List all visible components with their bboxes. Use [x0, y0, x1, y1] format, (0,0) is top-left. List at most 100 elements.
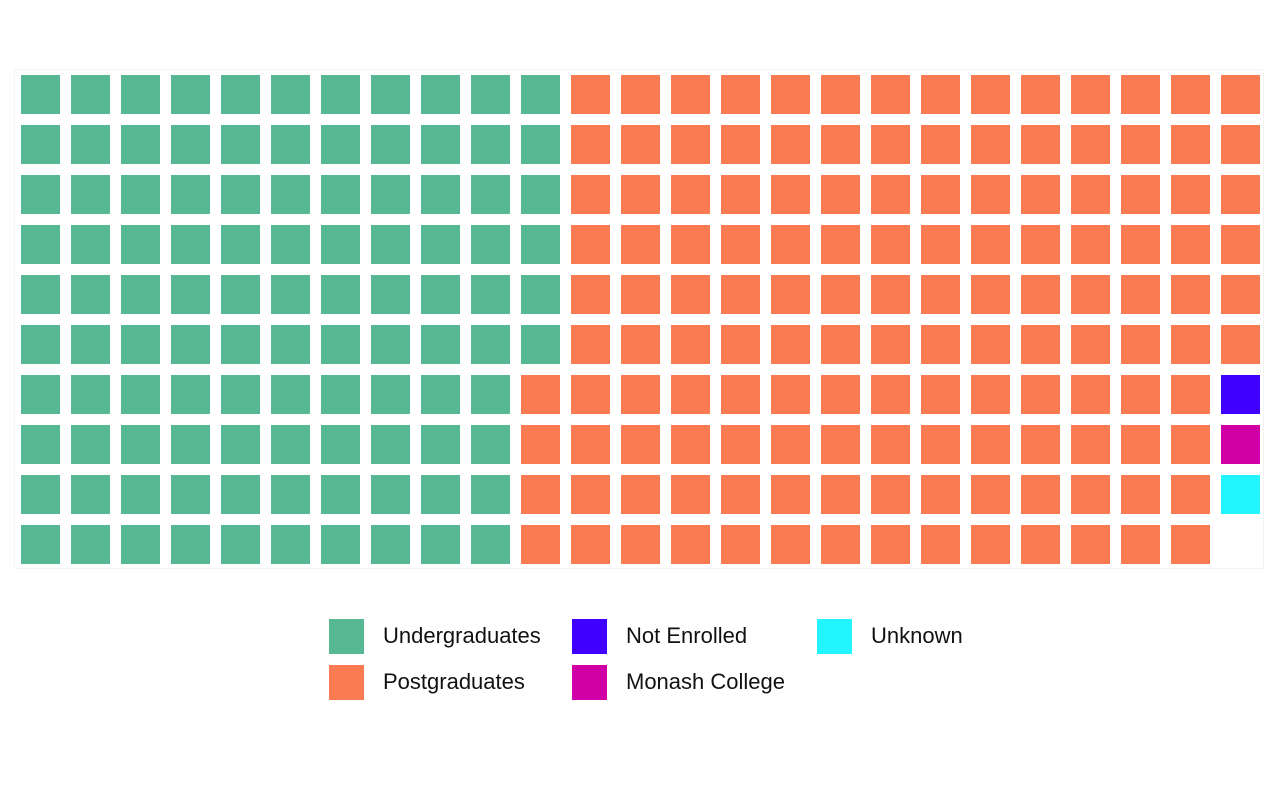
waffle-cell-postgraduates	[1071, 375, 1110, 414]
waffle-cell-undergraduates	[221, 125, 260, 164]
waffle-cell-postgraduates	[821, 125, 860, 164]
waffle-cell-undergraduates	[71, 325, 110, 364]
waffle-cell-undergraduates	[371, 125, 410, 164]
waffle-cell-undergraduates	[421, 275, 460, 314]
waffle-cell-undergraduates	[471, 75, 510, 114]
waffle-cell-postgraduates	[871, 75, 910, 114]
waffle-cell-undergraduates	[471, 175, 510, 214]
waffle-cell-postgraduates	[821, 525, 860, 564]
waffle-cell-postgraduates	[521, 425, 560, 464]
waffle-cell-undergraduates	[21, 375, 60, 414]
waffle-cell-undergraduates	[421, 225, 460, 264]
legend-swatch-monash-college	[572, 664, 607, 700]
waffle-cell-postgraduates	[771, 225, 810, 264]
waffle-cell-postgraduates	[621, 125, 660, 164]
waffle-cell-undergraduates	[71, 425, 110, 464]
waffle-cell-postgraduates	[871, 525, 910, 564]
waffle-cell-postgraduates	[921, 225, 960, 264]
waffle-cell-postgraduates	[671, 175, 710, 214]
waffle-cell-postgraduates	[1071, 425, 1110, 464]
waffle-cell-postgraduates	[1171, 275, 1210, 314]
waffle-cell-postgraduates	[521, 525, 560, 564]
waffle-cell-postgraduates	[1171, 175, 1210, 214]
waffle-cell-undergraduates	[371, 375, 410, 414]
waffle-cell-postgraduates	[1021, 525, 1060, 564]
waffle-cell-postgraduates	[671, 525, 710, 564]
waffle-cell-postgraduates	[571, 475, 610, 514]
waffle-cell-undergraduates	[321, 525, 360, 564]
waffle-cell-postgraduates	[621, 175, 660, 214]
waffle-cell-undergraduates	[371, 475, 410, 514]
waffle-cell-undergraduates	[221, 425, 260, 464]
waffle-cell-postgraduates	[671, 75, 710, 114]
waffle-cell-postgraduates	[621, 275, 660, 314]
waffle-cell-postgraduates	[1171, 525, 1210, 564]
waffle-cell-postgraduates	[1221, 125, 1260, 164]
waffle-cell-undergraduates	[21, 175, 60, 214]
waffle-cell-undergraduates	[521, 175, 560, 214]
waffle-cell-undergraduates	[221, 325, 260, 364]
waffle-cell-postgraduates	[671, 475, 710, 514]
waffle-cell-undergraduates	[171, 75, 210, 114]
waffle-cell-postgraduates	[571, 125, 610, 164]
waffle-cell-undergraduates	[471, 325, 510, 364]
waffle-cell-postgraduates	[921, 275, 960, 314]
waffle-cell-postgraduates	[971, 475, 1010, 514]
legend-label-monash-college: Monash College	[626, 669, 785, 694]
waffle-cell-postgraduates	[871, 275, 910, 314]
waffle-cell-undergraduates	[71, 375, 110, 414]
waffle-cell-undergraduates	[71, 275, 110, 314]
waffle-cell-postgraduates	[1121, 125, 1160, 164]
waffle-cell-undergraduates	[521, 125, 560, 164]
waffle-cell-undergraduates	[321, 425, 360, 464]
legend-item-postgraduates: Postgraduates	[329, 664, 525, 700]
waffle-cell-undergraduates	[21, 275, 60, 314]
waffle-cell-undergraduates	[271, 125, 310, 164]
waffle-cell-postgraduates	[871, 125, 910, 164]
waffle-cell-postgraduates	[821, 375, 860, 414]
waffle-cell-postgraduates	[621, 425, 660, 464]
waffle-grid	[21, 75, 1260, 564]
legend-swatch-not-enrolled	[572, 618, 607, 654]
waffle-cell-postgraduates	[571, 375, 610, 414]
waffle-cell-undergraduates	[421, 475, 460, 514]
waffle-cell-postgraduates	[571, 325, 610, 364]
waffle-cell-undergraduates	[471, 375, 510, 414]
waffle-cell-postgraduates	[921, 525, 960, 564]
waffle-cell-postgraduates	[671, 275, 710, 314]
waffle-cell-postgraduates	[771, 75, 810, 114]
waffle-cell-postgraduates	[721, 225, 760, 264]
legend-swatch-undergraduates	[329, 618, 364, 654]
waffle-cell-postgraduates	[571, 175, 610, 214]
waffle-cell-undergraduates	[471, 425, 510, 464]
waffle-cell-undergraduates	[271, 225, 310, 264]
waffle-cell-undergraduates	[321, 125, 360, 164]
waffle-cell-undergraduates	[171, 175, 210, 214]
waffle-cell-undergraduates	[121, 225, 160, 264]
waffle-cell-postgraduates	[921, 175, 960, 214]
legend-item-monash-college: Monash College	[572, 664, 785, 700]
waffle-cell-postgraduates	[771, 425, 810, 464]
waffle-cell-postgraduates	[571, 425, 610, 464]
waffle-cell-postgraduates	[721, 375, 760, 414]
waffle-cell-undergraduates	[371, 175, 410, 214]
legend-item-unknown: Unknown	[817, 618, 963, 654]
waffle-cell-undergraduates	[121, 475, 160, 514]
waffle-cell-postgraduates	[1021, 275, 1060, 314]
waffle-cell-postgraduates	[1021, 425, 1060, 464]
waffle-cell-postgraduates	[721, 525, 760, 564]
waffle-cell-postgraduates	[821, 475, 860, 514]
waffle-cell-postgraduates	[1121, 75, 1160, 114]
waffle-cell-undergraduates	[521, 225, 560, 264]
legend-swatch-postgraduates	[329, 664, 364, 700]
waffle-cell-postgraduates	[871, 175, 910, 214]
waffle-cell-postgraduates	[821, 425, 860, 464]
waffle-cell-postgraduates	[721, 125, 760, 164]
waffle-cell-undergraduates	[271, 425, 310, 464]
waffle-cell-postgraduates	[1021, 75, 1060, 114]
waffle-cell-monash-college	[1221, 425, 1260, 464]
waffle-cell-postgraduates	[1021, 475, 1060, 514]
waffle-cell-undergraduates	[321, 175, 360, 214]
waffle-cell-postgraduates	[1121, 175, 1160, 214]
waffle-cell-postgraduates	[821, 225, 860, 264]
